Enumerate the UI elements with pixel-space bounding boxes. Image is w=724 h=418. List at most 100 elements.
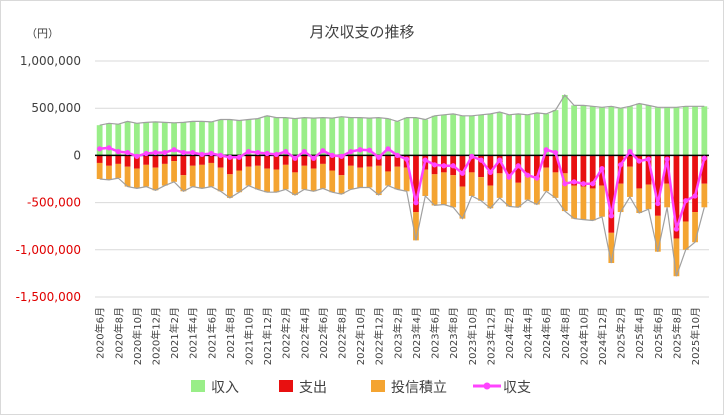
x-tick-label: 2023年8月 — [447, 307, 460, 359]
investment-bar — [692, 212, 698, 243]
x-tick-label: 2020年12月 — [149, 307, 162, 365]
legend-label: 収入 — [211, 380, 239, 396]
x-tick-label: 2020年10月 — [131, 307, 144, 365]
investment-bar — [236, 170, 243, 193]
expense-bar — [366, 155, 373, 167]
balance-point — [264, 150, 270, 157]
expense-bar — [515, 155, 522, 183]
expense-bar — [552, 155, 559, 173]
income-bar — [468, 115, 475, 156]
expense-bar — [645, 155, 652, 185]
balance-point — [385, 146, 391, 152]
income-bar — [487, 113, 494, 156]
income-bar — [636, 103, 643, 156]
x-tick-label: 2023年2月 — [391, 307, 404, 359]
balance-point — [636, 158, 642, 164]
balance-point — [217, 152, 224, 158]
x-tick-label: 2021年12月 — [261, 307, 274, 365]
balance-point — [357, 147, 363, 153]
x-tick-label: 2023年4月 — [410, 307, 423, 359]
balance-point — [524, 172, 531, 178]
expense-bar — [329, 155, 336, 171]
income-bar — [589, 106, 596, 156]
income-bar — [645, 105, 652, 156]
investment-bar — [115, 163, 122, 179]
income-outline-line — [99, 94, 705, 126]
balance-point — [338, 153, 345, 159]
expense-bar — [571, 155, 577, 186]
balance-point — [515, 163, 521, 169]
income-bar — [627, 106, 633, 156]
income-bar — [301, 117, 308, 156]
balance-point — [115, 149, 121, 155]
income-bar — [171, 122, 177, 156]
income-bar — [310, 118, 317, 156]
expense-bar — [543, 155, 550, 168]
investment-bar — [701, 183, 708, 208]
legend: 収入 支出 投信積立 収支 — [191, 380, 531, 396]
x-tick-label: 2025年2月 — [615, 307, 628, 359]
outline-line-group — [99, 94, 705, 277]
income-bar — [673, 107, 680, 156]
expense-bar — [310, 155, 317, 169]
balance-point — [506, 174, 512, 180]
expense-bar — [199, 155, 205, 165]
income-bar — [552, 110, 559, 156]
x-tick-label: 2024年2月 — [503, 307, 516, 359]
x-tick-label: 2022年4月 — [298, 307, 311, 359]
balance-point — [701, 155, 707, 161]
expense-bar — [180, 155, 187, 176]
investment-bar — [273, 169, 280, 193]
investment-bar — [329, 170, 336, 193]
balance-point — [152, 149, 159, 156]
legend-swatch — [279, 380, 293, 392]
expense-bar — [524, 155, 531, 177]
investment-bar — [357, 167, 364, 188]
investment-bar — [534, 178, 540, 205]
balance-point — [431, 162, 438, 168]
investment-bar — [347, 165, 354, 190]
x-tick-label: 2022年12月 — [373, 307, 386, 365]
balance-point — [180, 149, 186, 156]
investment-bar — [124, 166, 131, 187]
income-bar — [701, 106, 708, 156]
balance-point — [469, 153, 475, 159]
income-bar — [217, 119, 224, 156]
income-bar — [264, 115, 270, 156]
income-bar — [478, 114, 484, 156]
balance-point — [311, 155, 317, 161]
investment-bar — [431, 174, 438, 206]
balance-point — [97, 146, 103, 152]
investment-bar — [654, 215, 661, 252]
income-bar — [375, 117, 382, 156]
expense-bar — [245, 155, 252, 167]
income-bar — [245, 119, 252, 156]
x-tick-label: 2023年12月 — [484, 307, 497, 365]
balance-point — [580, 181, 587, 187]
income-bar — [320, 117, 326, 156]
investment-bar — [385, 171, 391, 186]
income-bar — [143, 122, 150, 156]
expense-bar — [534, 155, 540, 179]
investment-bar — [208, 162, 215, 187]
expense-bar — [96, 155, 103, 163]
income-bar — [571, 105, 577, 156]
expense-bar — [171, 155, 177, 162]
balance-point — [422, 157, 428, 163]
income-bar — [96, 125, 103, 156]
income-bar — [292, 118, 298, 156]
expense-bar — [580, 155, 587, 187]
expense-bar — [236, 155, 243, 171]
expense-bar — [292, 155, 298, 173]
balance-point — [618, 162, 624, 168]
expense-bar — [701, 155, 708, 184]
x-tick-label: 2020年8月 — [112, 307, 125, 359]
investment-bar — [338, 175, 345, 195]
investment-bar — [394, 166, 401, 190]
investment-bar — [599, 185, 605, 217]
income-bar — [338, 116, 345, 156]
investment-bar — [636, 188, 643, 213]
x-tick-label: 2025年10月 — [689, 307, 702, 365]
income-bar — [124, 121, 131, 156]
